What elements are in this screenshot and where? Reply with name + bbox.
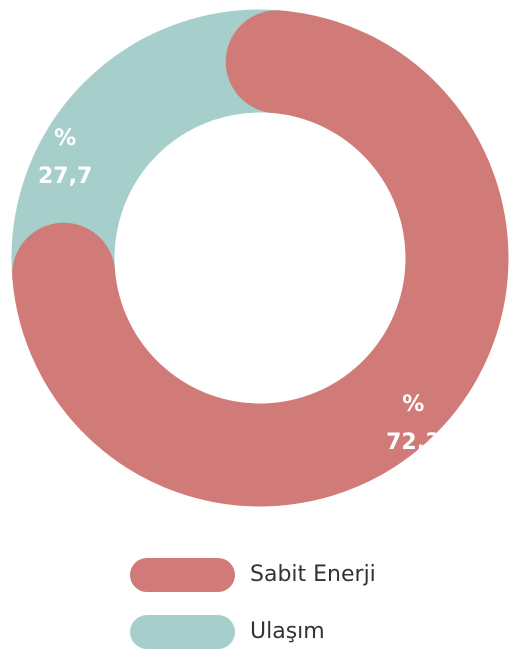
legend-label: Ulaşım xyxy=(250,619,325,644)
value-label: % 27,7 xyxy=(37,126,93,190)
legend-label: Sabit Enerji xyxy=(250,562,376,587)
legend-swatch xyxy=(130,558,235,592)
legend-swatch xyxy=(130,615,235,649)
value-label: % 72,3 xyxy=(386,391,441,455)
donut-segment xyxy=(12,10,509,507)
